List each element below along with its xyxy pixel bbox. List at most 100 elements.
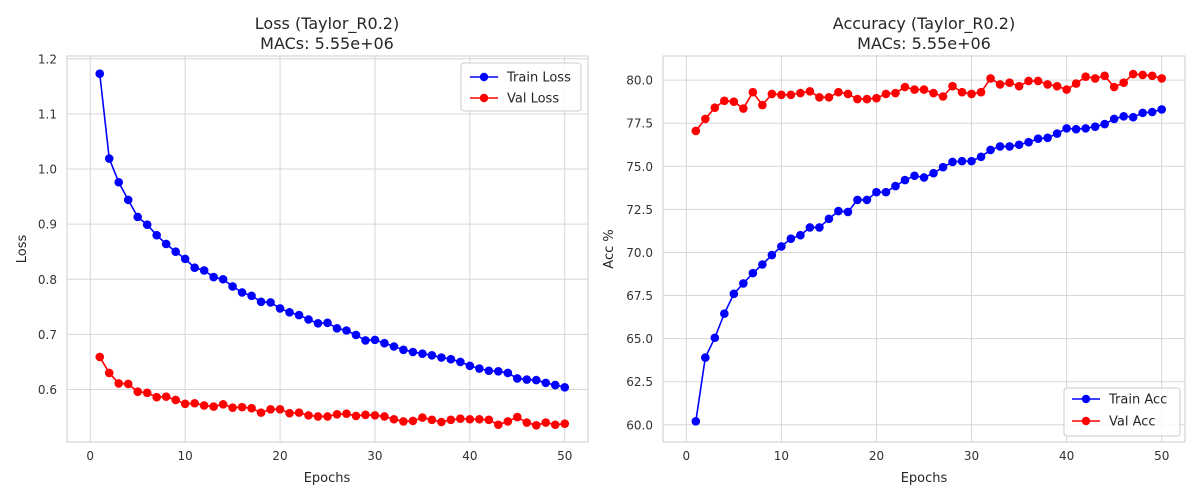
- accuracy-x-axis-label: Epochs: [901, 471, 948, 486]
- loss-plot-area: [66, 55, 589, 443]
- loss-point-train-loss: [399, 345, 408, 355]
- accuracy-point-train-acc: [786, 234, 796, 243]
- accuracy-point-val-acc: [758, 100, 767, 110]
- accuracy-y-ticks: 60.0 62.5 65.0 67.5 70.0 72.5 75.0 77.5 80.0: [626, 74, 653, 433]
- loss-point-train-loss: [161, 239, 171, 249]
- loss-point-train-loss: [114, 177, 124, 187]
- accuracy-point-val-acc: [691, 126, 701, 136]
- loss-point-val-loss: [456, 414, 465, 423]
- accuracy-point-val-acc: [1119, 78, 1128, 88]
- accuracy-point-val-acc: [1081, 72, 1090, 81]
- accuracy-point-val-acc: [910, 85, 919, 94]
- loss-legend-train-marker: [479, 72, 489, 82]
- accuracy-point-train-acc: [1138, 108, 1147, 118]
- loss-legend-val-label: Val Loss: [507, 92, 559, 107]
- accuracy-x-tick-label: 50: [1154, 449, 1169, 463]
- loss-point-val-loss: [95, 352, 105, 362]
- loss-point-train-loss: [104, 154, 114, 163]
- accuracy-legend-train-marker: [1081, 394, 1091, 404]
- loss-point-train-loss: [342, 326, 351, 335]
- accuracy-point-train-acc: [1157, 105, 1167, 114]
- loss-point-train-loss: [142, 220, 152, 229]
- accuracy-point-train-acc: [1052, 129, 1062, 138]
- loss-point-val-loss: [256, 408, 266, 417]
- accuracy-point-train-acc: [729, 289, 739, 299]
- accuracy-point-train-acc: [720, 309, 729, 318]
- loss-point-train-loss: [541, 378, 551, 388]
- accuracy-point-train-acc: [1090, 122, 1100, 131]
- accuracy-point-val-acc: [967, 89, 976, 99]
- accuracy-point-val-acc: [1138, 70, 1147, 80]
- accuracy-point-val-acc: [900, 82, 910, 92]
- loss-point-val-loss: [247, 403, 256, 413]
- accuracy-point-train-acc: [1100, 119, 1109, 129]
- accuracy-point-val-acc: [995, 80, 1005, 89]
- accuracy-point-val-acc: [957, 87, 967, 97]
- loss-point-train-loss: [95, 69, 105, 78]
- loss-point-train-loss: [380, 338, 389, 348]
- loss-point-val-loss: [475, 414, 484, 424]
- accuracy-point-train-acc: [701, 353, 710, 362]
- loss-point-val-loss: [123, 379, 133, 389]
- loss-point-train-loss: [560, 382, 570, 392]
- accuracy-point-train-acc: [1062, 124, 1071, 133]
- accuracy-point-train-acc: [834, 206, 843, 216]
- accuracy-y-tick-label: 75.0: [626, 160, 653, 174]
- loss-point-train-loss: [275, 304, 285, 313]
- accuracy-point-val-acc: [1157, 74, 1167, 83]
- accuracy-legend-train-label: Train Acc: [1108, 393, 1167, 408]
- accuracy-legend: Train Acc Val Acc: [1063, 387, 1181, 437]
- accuracy-point-train-acc: [824, 214, 834, 224]
- loss-point-val-loss: [399, 417, 408, 426]
- accuracy-point-val-acc: [834, 87, 843, 97]
- accuracy-legend-val-marker: [1081, 416, 1091, 426]
- accuracy-point-val-acc: [1062, 85, 1071, 94]
- accuracy-point-train-acc: [900, 175, 910, 185]
- accuracy-plot-area: [662, 55, 1186, 443]
- accuracy-y-axis-label: Acc %: [602, 229, 617, 268]
- loss-gridlines: [67, 56, 588, 442]
- accuracy-point-train-acc: [1024, 137, 1033, 147]
- accuracy-point-train-acc: [986, 145, 995, 155]
- loss-point-train-loss: [237, 288, 247, 297]
- loss-point-train-loss: [418, 349, 427, 358]
- loss-point-val-loss: [323, 412, 332, 421]
- accuracy-point-val-acc: [948, 81, 957, 91]
- accuracy-point-val-acc: [1052, 81, 1062, 91]
- loss-point-train-loss: [285, 308, 294, 317]
- loss-point-train-loss: [437, 353, 446, 362]
- loss-point-train-loss: [180, 254, 190, 264]
- accuracy-point-val-acc: [710, 103, 720, 112]
- accuracy-point-val-acc: [701, 114, 710, 124]
- accuracy-point-train-acc: [919, 173, 929, 182]
- accuracy-point-train-acc: [891, 181, 900, 191]
- accuracy-y-tick-label: 70.0: [626, 246, 653, 260]
- accuracy-point-val-acc: [824, 93, 834, 102]
- accuracy-gridlines: [663, 56, 1185, 442]
- accuracy-point-val-acc: [748, 87, 758, 97]
- accuracy-point-train-acc: [777, 242, 786, 251]
- accuracy-point-train-acc: [1014, 140, 1024, 150]
- loss-point-train-loss: [475, 364, 484, 373]
- accuracy-x-tick-label: 0: [682, 449, 690, 463]
- loss-point-train-loss: [190, 263, 199, 272]
- loss-point-val-loss: [550, 420, 560, 430]
- loss-y-tick-label: 0.7: [38, 328, 57, 342]
- loss-legend-val-marker: [479, 93, 489, 103]
- loss-point-train-loss: [408, 347, 418, 357]
- accuracy-point-train-acc: [957, 156, 967, 166]
- loss-point-val-loss: [484, 415, 494, 425]
- loss-chart-title: Loss (Taylor_R0.2): [255, 14, 399, 34]
- loss-point-train-loss: [370, 335, 380, 345]
- loss-point-val-loss: [494, 420, 503, 430]
- loss-point-val-loss: [133, 387, 143, 396]
- loss-point-val-loss: [503, 417, 513, 426]
- accuracy-point-train-acc: [1119, 112, 1128, 121]
- accuracy-point-val-acc: [862, 94, 872, 104]
- accuracy-point-val-acc: [1109, 82, 1119, 92]
- loss-point-val-loss: [560, 419, 570, 428]
- accuracy-y-tick-label: 62.5: [626, 375, 653, 389]
- accuracy-point-val-acc: [1005, 78, 1014, 88]
- loss-point-train-loss: [484, 366, 494, 376]
- accuracy-point-val-acc: [720, 96, 729, 106]
